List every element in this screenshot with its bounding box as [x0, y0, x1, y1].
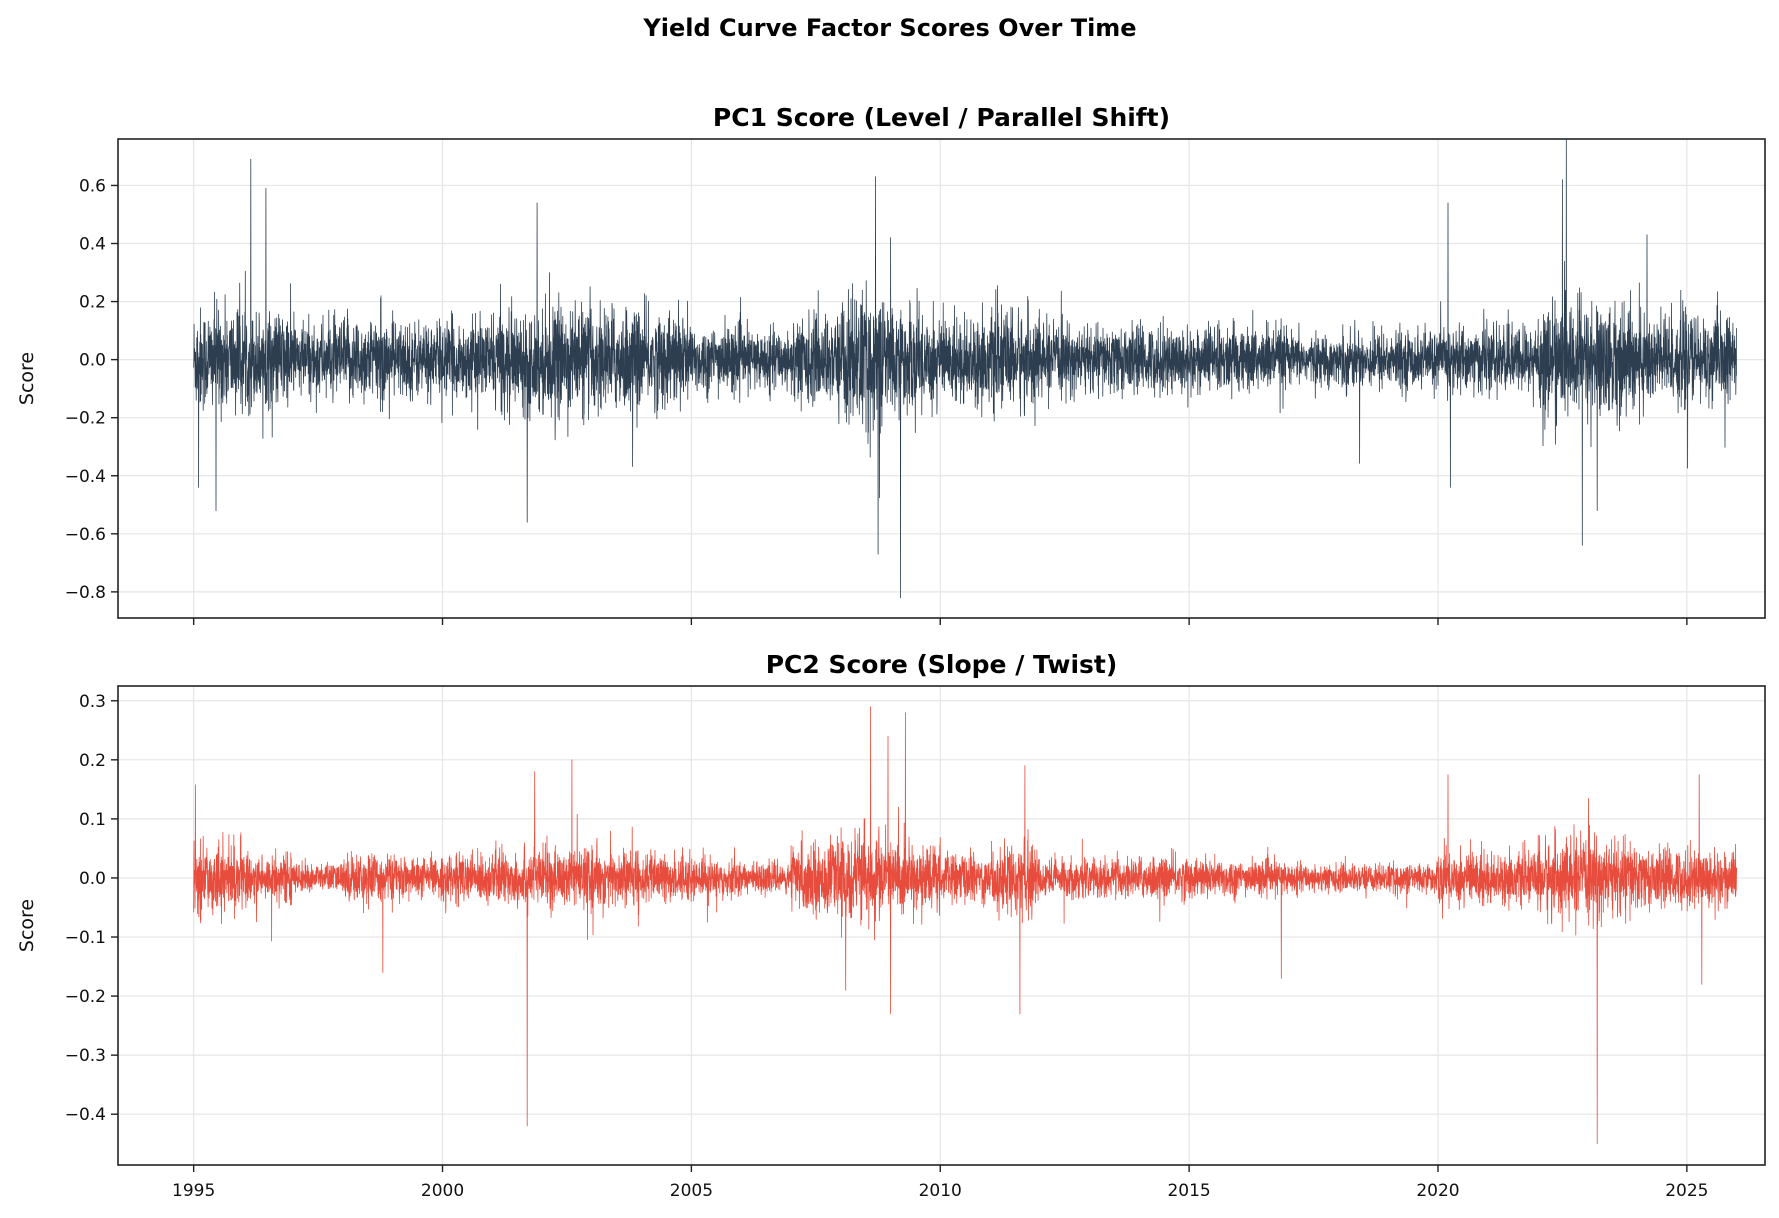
- y-tick-label: −0.1: [65, 928, 106, 948]
- y-axis-label: Score: [16, 352, 38, 405]
- y-tick-label: 0.4: [79, 235, 106, 255]
- figure-title: Yield Curve Factor Scores Over Time: [642, 14, 1136, 42]
- x-tick-label: 2005: [670, 1181, 713, 1201]
- y-tick-label: −0.8: [65, 583, 106, 603]
- y-axis-label: Score: [16, 899, 38, 952]
- y-tick-label: −0.4: [65, 1105, 106, 1125]
- series-line: [193, 138, 1737, 599]
- y-tick-label: 0.6: [79, 176, 106, 196]
- y-tick-label: 0.2: [79, 293, 106, 313]
- y-tick-label: −0.2: [65, 987, 106, 1007]
- y-tick-label: 0.0: [79, 351, 106, 371]
- panel-title: PC2 Score (Slope / Twist): [766, 650, 1118, 679]
- axes-frame: [117, 685, 1766, 1166]
- y-tick-label: −0.3: [65, 1046, 106, 1066]
- series-line: [193, 706, 1737, 1145]
- x-tick-label: 2020: [1416, 1181, 1459, 1201]
- x-tick-label: 2010: [919, 1181, 962, 1201]
- pc1-panel: −0.8 −0.6 −0.4 −0.2 0.0 0.2 0.4 0.6 PC1 Score (L…: [16, 103, 1766, 625]
- y-tick-label: 0.1: [79, 810, 106, 830]
- y-tick-label: 0.2: [79, 751, 106, 771]
- axes-frame: [117, 138, 1766, 619]
- pc2-panel: 1995 2000 2005 2010 2015 2020 2025 −0.4 −0.3 −0.2…: [16, 650, 1766, 1201]
- x-tick-label: 2025: [1665, 1181, 1708, 1201]
- y-tick-label: −0.6: [65, 525, 106, 545]
- x-tick-label: 2000: [421, 1181, 464, 1201]
- x-tick-label: 2015: [1167, 1181, 1210, 1201]
- panel-title: PC1 Score (Level / Parallel Shift): [713, 103, 1170, 132]
- y-tick-label: −0.4: [65, 467, 106, 487]
- y-tick-label: 0.0: [79, 869, 106, 889]
- y-tick-label: −0.2: [65, 409, 106, 429]
- x-tick-label: 1995: [172, 1181, 215, 1201]
- y-tick-label: 0.3: [79, 692, 106, 712]
